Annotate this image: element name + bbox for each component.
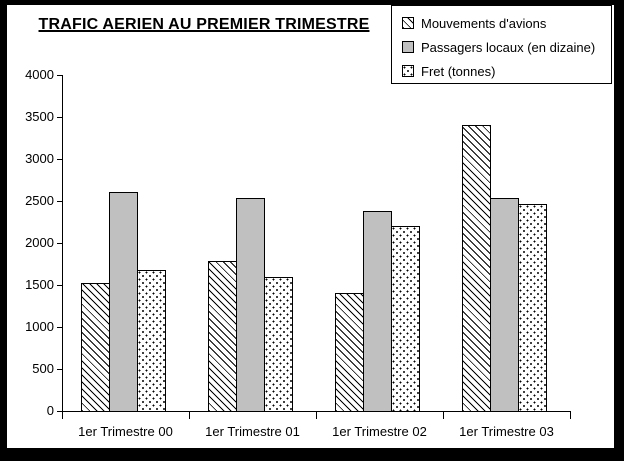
- bar-series-1-cat-3: [490, 198, 519, 412]
- legend-label: Mouvements d'avions: [421, 15, 547, 31]
- y-axis-tick: [57, 117, 62, 118]
- bar-series-2-cat-0: [137, 270, 166, 412]
- y-axis-tick: [57, 285, 62, 286]
- x-axis-tick: [62, 412, 63, 419]
- y-axis-tick: [57, 327, 62, 328]
- legend-item: Passagers locaux (en dizaine): [392, 35, 611, 59]
- x-axis-tick: [570, 412, 571, 419]
- y-axis-tick: [57, 243, 62, 244]
- bar-series-2-cat-1: [264, 277, 293, 412]
- x-axis-label: 1er Trimestre 02: [332, 424, 427, 439]
- chart-title: TRAFIC AERIEN AU PREMIER TRIMESTRE: [38, 16, 370, 33]
- bar-series-0-cat-0: [81, 283, 110, 412]
- y-axis-label: 500: [32, 361, 54, 376]
- bar-series-1-cat-1: [236, 198, 265, 412]
- x-axis-label: 1er Trimestre 00: [78, 424, 173, 439]
- legend: Mouvements d'avions Passagers locaux (en…: [391, 5, 612, 84]
- y-axis-label: 3500: [25, 109, 54, 124]
- y-axis-label: 4000: [25, 67, 54, 82]
- legend-item: Mouvements d'avions: [392, 11, 611, 35]
- bar-series-0-cat-2: [335, 293, 364, 412]
- bar-series-0-cat-3: [462, 125, 491, 412]
- y-axis-label: 1500: [25, 277, 54, 292]
- plot-area: 0 500 1000 1500 2000 2500 3000 3500 4000 1er Trim…: [7, 5, 614, 448]
- x-axis-label: 1er Trimestre 01: [205, 424, 300, 439]
- y-axis-line: [62, 75, 63, 412]
- y-axis-tick: [57, 369, 62, 370]
- bar-series-1-cat-0: [109, 192, 138, 412]
- legend-item: Fret (tonnes): [392, 59, 611, 83]
- legend-swatch-gray-icon: [402, 41, 414, 53]
- y-axis-tick: [57, 75, 62, 76]
- y-axis-tick: [57, 201, 62, 202]
- y-axis-label: 2500: [25, 193, 54, 208]
- y-axis-label: 3000: [25, 151, 54, 166]
- bar-series-2-cat-3: [518, 204, 547, 412]
- legend-swatch-hatch-icon: [402, 17, 414, 29]
- x-axis-tick: [189, 412, 190, 419]
- y-axis-label: 1000: [25, 319, 54, 334]
- x-axis-label: 1er Trimestre 03: [459, 424, 554, 439]
- legend-label: Passagers locaux (en dizaine): [421, 39, 596, 55]
- y-axis-tick: [57, 159, 62, 160]
- x-axis-line: [62, 411, 571, 412]
- legend-swatch-dots-icon: [402, 65, 414, 77]
- bar-series-1-cat-2: [363, 211, 392, 412]
- x-axis-tick: [443, 412, 444, 419]
- y-axis-label: 0: [46, 403, 54, 418]
- y-axis-tick: [57, 411, 62, 412]
- x-axis-tick: [316, 412, 317, 419]
- y-axis-label: 2000: [25, 235, 54, 250]
- legend-label: Fret (tonnes): [421, 63, 496, 79]
- bar-series-2-cat-2: [391, 226, 420, 412]
- bar-series-0-cat-1: [208, 261, 237, 412]
